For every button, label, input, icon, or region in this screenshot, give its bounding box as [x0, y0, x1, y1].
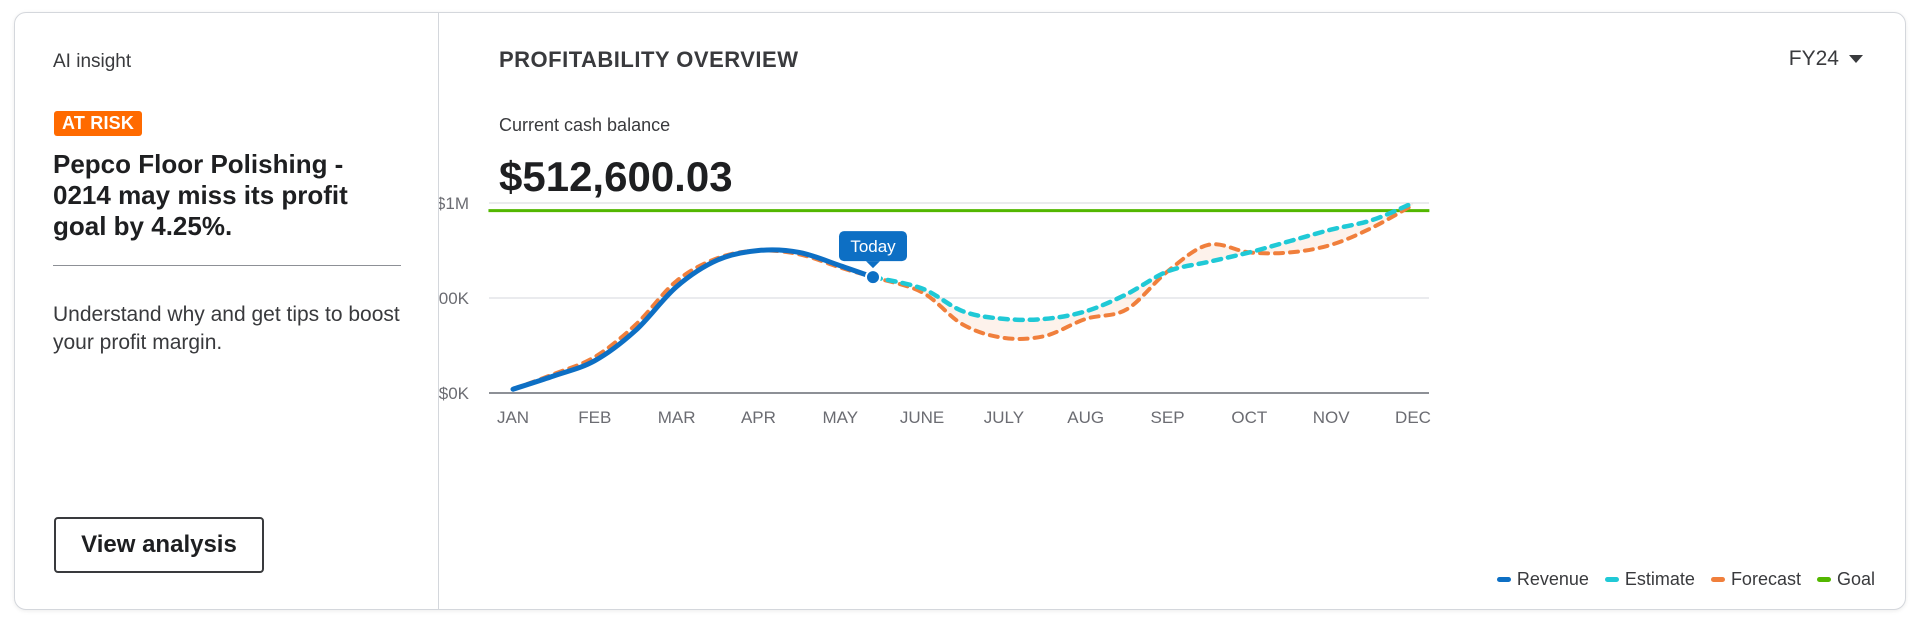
x-tick-label: NOV [1313, 408, 1351, 427]
legend-item: Forecast [1710, 569, 1801, 590]
x-tick-label: JAN [497, 408, 529, 427]
page-title: PROFITABILITY OVERVIEW [499, 47, 799, 72]
legend-label: Goal [1836, 569, 1875, 589]
period-value: FY24 [1788, 47, 1839, 70]
status-badge: AT RISK [54, 111, 143, 136]
profitability-chart: $0K $500K $1M JAN FEB MAR APR MAY JUNE JULY AUG SEP… [439, 194, 1431, 427]
insight-card: AI insight AT RISK Pepco Floor Polishing… [14, 12, 1906, 610]
x-tick-label: JULY [984, 408, 1024, 427]
view-analysis-button[interactable]: View analysis [54, 517, 264, 573]
insight-headline: Pepco Floor Polishing - 0214 may miss it… [53, 149, 348, 241]
cash-balance-value: $512,600.03 [499, 153, 733, 200]
today-tooltip [839, 231, 907, 262]
legend-swatch [1496, 577, 1511, 582]
x-tick-label: APR [741, 408, 776, 427]
x-tick-label: SEP [1151, 408, 1185, 427]
legend-swatch [1816, 577, 1831, 582]
legend-swatch [1604, 577, 1619, 582]
x-tick-label: JUNE [900, 408, 944, 427]
legend-label: Estimate [1624, 569, 1695, 589]
period-dropdown[interactable]: FY24 [1789, 47, 1863, 71]
x-tick-label: OCT [1231, 408, 1267, 427]
ai-insight-label: AI insight [53, 51, 132, 72]
legend-item: Estimate [1604, 569, 1695, 590]
profitability-overview-panel: PROFITABILITY OVERVIEW FY24 Current cash… [439, 13, 1905, 609]
legend-label: Forecast [1730, 569, 1801, 589]
forecast-line [511, 202, 1415, 392]
x-tick-label: MAR [658, 408, 696, 427]
today-label: Today [850, 237, 896, 256]
divider [53, 265, 401, 266]
ai-insight-panel: AI insight AT RISK Pepco Floor Polishing… [15, 13, 439, 609]
x-tick-label: DEC [1395, 408, 1431, 427]
revenue-line [510, 247, 876, 392]
x-tick-label: FEB [578, 408, 611, 427]
y-tick-label: $500K [439, 289, 470, 308]
insight-description: Understand why and get tips to boost you… [53, 303, 400, 354]
today-tooltip-pointer [866, 261, 880, 269]
legend-label: Revenue [1516, 569, 1589, 589]
y-tick-label: $0K [439, 384, 470, 403]
today-marker [865, 269, 881, 286]
x-tick-label: AUG [1067, 408, 1104, 427]
legend-item: Revenue [1496, 569, 1589, 590]
legend-swatch [1710, 577, 1725, 582]
x-tick-label: MAY [822, 408, 858, 427]
estimate-line [870, 200, 1416, 323]
y-tick-label: $1M [439, 194, 469, 213]
chevron-down-icon [1849, 55, 1863, 63]
legend-item: Goal [1816, 569, 1875, 590]
cash-balance-label: Current cash balance [499, 115, 671, 135]
chart-legend: Revenue Estimate Forecast Goal [1496, 569, 1875, 590]
